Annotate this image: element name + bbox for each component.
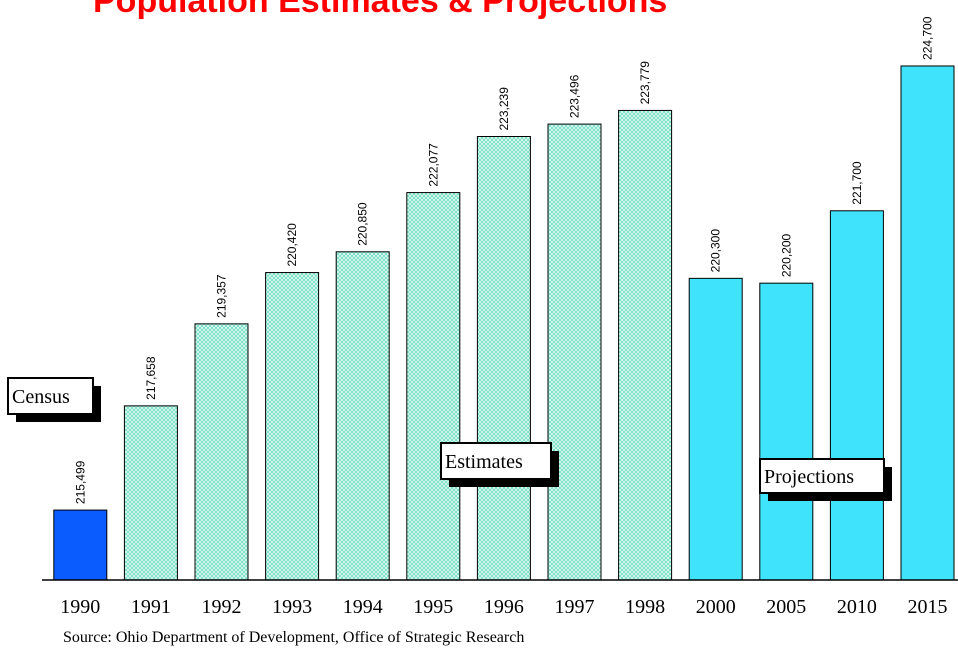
- note-box: [759, 458, 885, 494]
- x-tick-label: 2005: [766, 596, 806, 618]
- bar: [900, 65, 955, 581]
- bar: [123, 405, 178, 581]
- series-label: Census: [12, 386, 70, 408]
- value-label: 215,499: [73, 460, 87, 504]
- x-tick-label: 1997: [555, 596, 595, 618]
- value-label: 220,300: [709, 229, 723, 273]
- x-tick-label: 1991: [131, 596, 171, 618]
- note-box: [7, 377, 94, 415]
- value-label: 219,357: [215, 274, 229, 318]
- x-tick-label: 1998: [625, 596, 665, 618]
- bar: [476, 135, 531, 581]
- x-tick-label: 2010: [837, 596, 877, 618]
- bar: [688, 277, 743, 581]
- value-label: 223,496: [568, 74, 582, 118]
- value-label: 224,700: [921, 16, 935, 60]
- chart-title: Population Estimates & Projections: [93, 0, 667, 20]
- x-tick-label: 2000: [696, 596, 736, 618]
- bar: [335, 251, 390, 581]
- x-tick-label: 1995: [413, 596, 453, 618]
- value-label: 220,420: [285, 223, 299, 267]
- value-label: 223,239: [497, 87, 511, 131]
- x-tick-label: 2015: [908, 596, 948, 618]
- series-label: Estimates: [445, 451, 523, 473]
- value-label: 221,700: [850, 161, 864, 205]
- value-label: 220,850: [356, 202, 370, 246]
- x-tick-label: 1993: [272, 596, 312, 618]
- value-label: 220,200: [779, 233, 793, 277]
- bar: [194, 323, 249, 581]
- value-label: 222,077: [426, 143, 440, 187]
- series-label: Projections: [764, 466, 854, 488]
- x-tick-label: 1996: [484, 596, 524, 618]
- bar: [829, 210, 884, 581]
- note-box: [440, 442, 552, 480]
- bar: [265, 272, 320, 581]
- bar: [406, 192, 461, 581]
- source-note: Source: Ohio Department of Development, …: [63, 629, 524, 646]
- bar: [759, 282, 814, 581]
- bar: [618, 109, 673, 581]
- value-label: 223,779: [638, 61, 652, 105]
- x-tick-label: 1990: [60, 596, 100, 618]
- bar: [53, 509, 108, 581]
- bar: [547, 123, 602, 581]
- x-tick-label: 1992: [202, 596, 242, 618]
- value-label: 217,658: [144, 356, 158, 400]
- x-tick-label: 1994: [343, 596, 383, 618]
